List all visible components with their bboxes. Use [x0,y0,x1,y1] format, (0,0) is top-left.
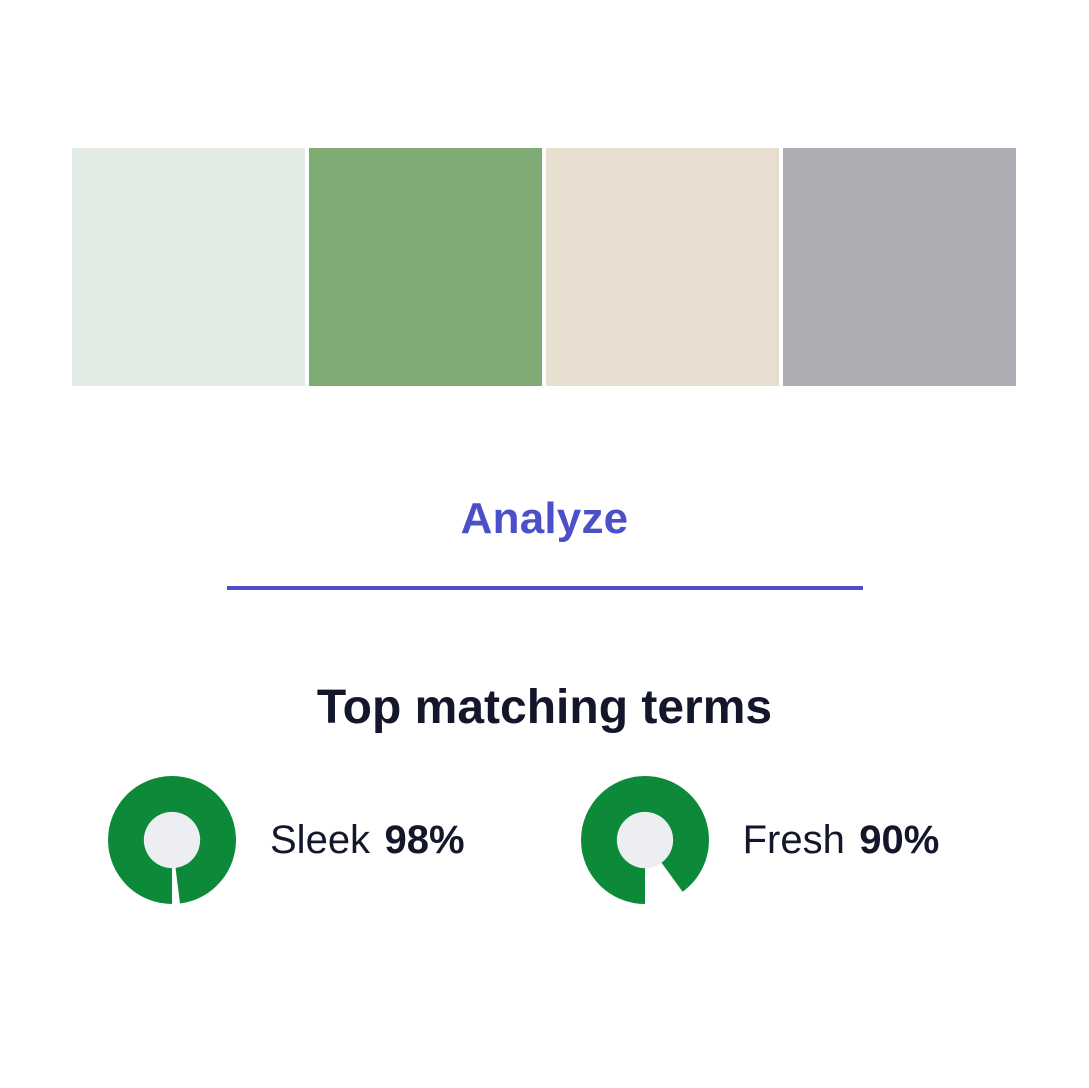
matching-term-2: Fresh 90% [581,776,940,904]
term-label: Fresh [743,818,845,862]
donut-gauge-icon [108,776,236,904]
term-text: Fresh 90% [743,818,940,863]
palette-swatch-1[interactable] [72,148,305,386]
matching-terms-heading: Top matching terms [0,680,1089,735]
palette-swatch-4[interactable] [783,148,1016,386]
palette-swatch-3[interactable] [546,148,779,386]
analyze-label: Analyze [0,494,1089,544]
term-percent: 98% [385,818,465,862]
term-text: Sleek 98% [270,818,465,863]
term-percent: 90% [859,818,939,862]
donut-gauge-icon [581,776,709,904]
analyze-button[interactable]: Analyze [0,494,1089,590]
matching-term-1: Sleek 98% [108,776,465,904]
term-label: Sleek [270,818,370,862]
palette-swatch-2[interactable] [309,148,542,386]
matching-terms-row: Sleek 98% Fresh 90% [0,776,1089,904]
analyze-underline [227,586,863,590]
color-palette [72,148,1016,386]
palette-analysis-panel: Analyze Top matching terms Sleek 98% Fre… [0,0,1089,1088]
